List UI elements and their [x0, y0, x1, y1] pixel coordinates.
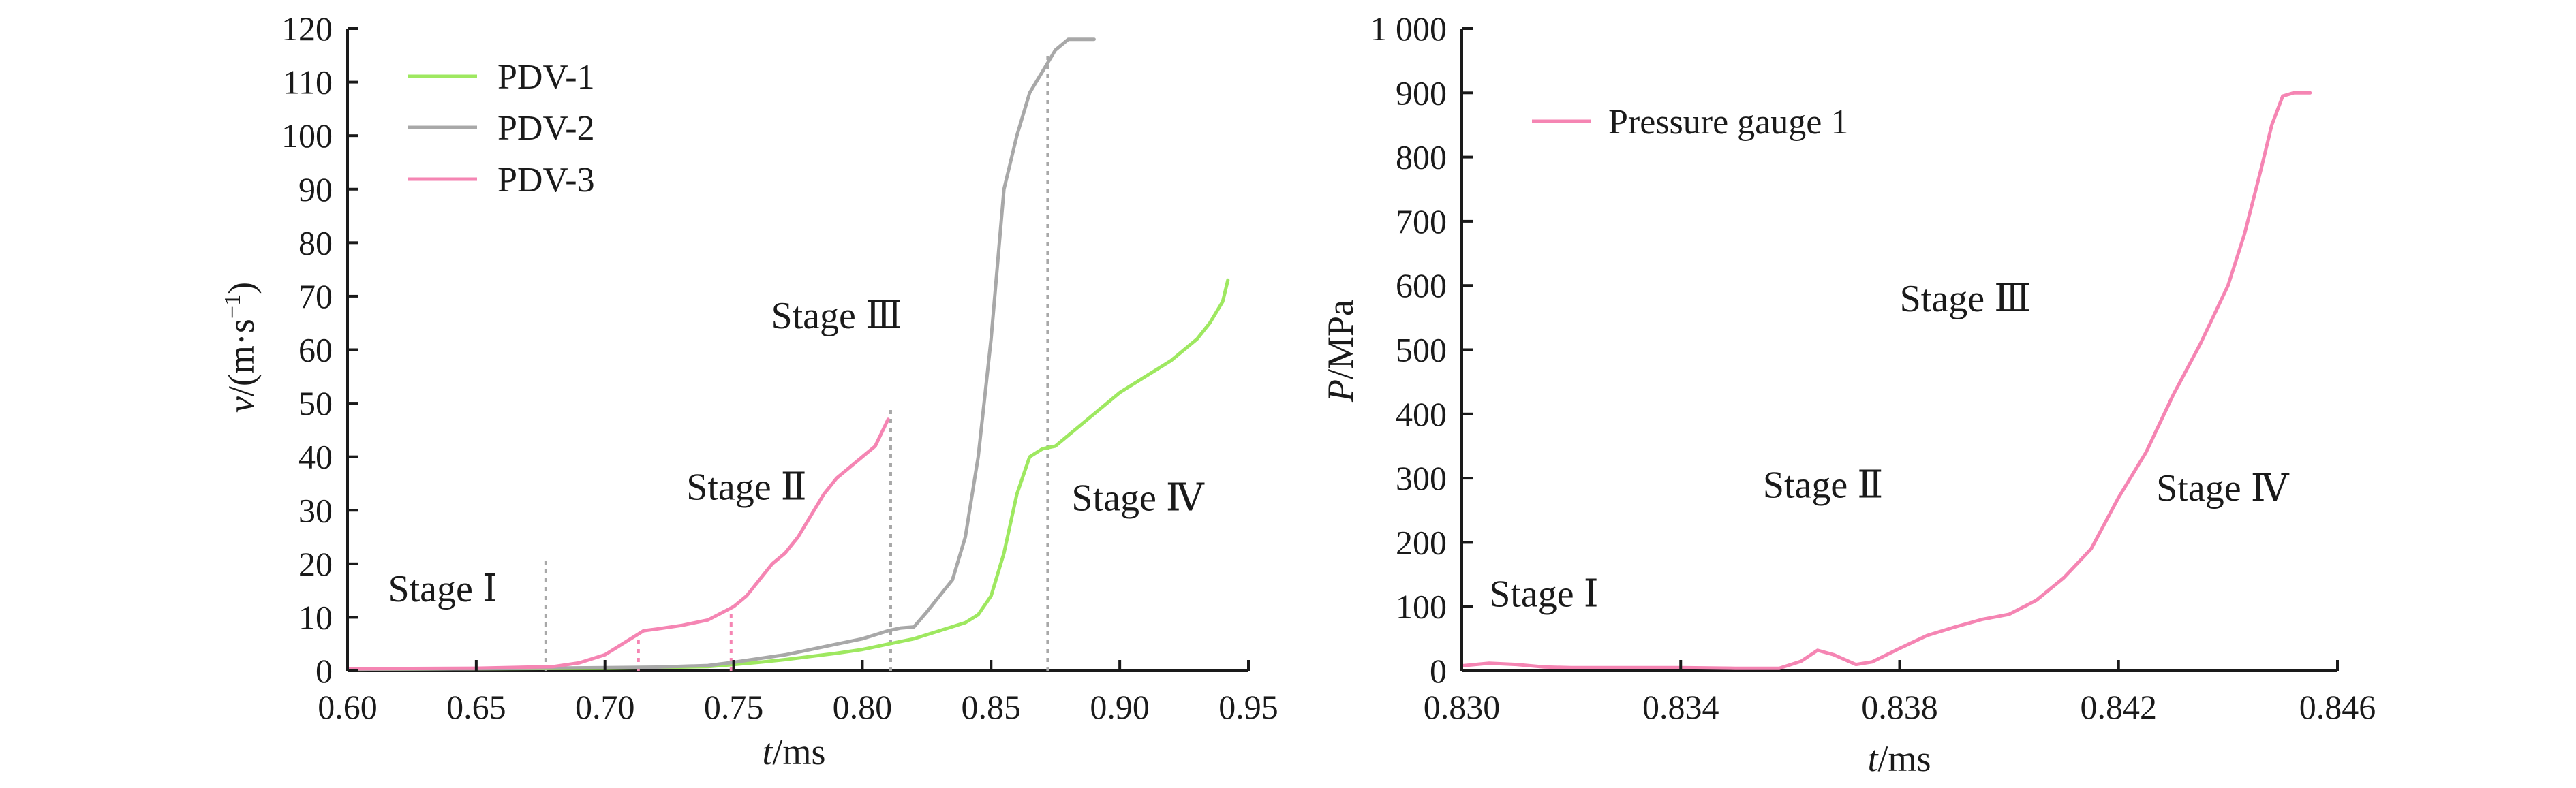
x-ticks: 0.60 0.65 0.70 0.75 0.80 0.85 0.90 0.95 [318, 660, 1278, 726]
legend-label-pdv-1: PDV-1 [497, 58, 595, 97]
y-axis-title: P/MPa [1320, 300, 1361, 403]
x-tick-label: 0.60 [318, 688, 378, 726]
y-ticks: 0 100 200 300 400 500 600 700 800 900 1 000 [1370, 10, 1473, 690]
reference-lines [544, 55, 1049, 671]
y-tick-label: 70 [298, 277, 333, 315]
x-tick-label: 0.838 [1861, 688, 1938, 726]
y-tick-label: 30 [298, 491, 333, 529]
y-tick-label: 100 [1396, 588, 1447, 626]
y-tick-label: 120 [281, 10, 333, 48]
y-tick-label: 50 [298, 384, 333, 422]
y-tick-label: 200 [1396, 523, 1447, 561]
y-tick-label: 20 [298, 545, 333, 583]
stage-label: Stage Ⅳ [1071, 477, 1204, 519]
y-tick-label: 100 [281, 116, 333, 155]
y-tick-label: 10 [298, 598, 333, 636]
legend-label-pdv-2: PDV-2 [497, 109, 595, 148]
stage-labels: Stage Ⅰ Stage Ⅱ Stage Ⅲ Stage Ⅳ [1489, 278, 2289, 616]
y-tick-label: 800 [1396, 138, 1447, 176]
x-tick-label: 0.80 [833, 688, 893, 726]
series-line-pdv-1 [346, 278, 1230, 672]
stage-label: Stage Ⅳ [2156, 467, 2289, 509]
series-lines [1460, 91, 2312, 670]
stage-labels: Stage Ⅰ Stage Ⅱ Stage Ⅲ Stage Ⅳ [388, 295, 1204, 610]
x-tick-label: 0.95 [1218, 688, 1278, 726]
legend: Pressure gauge 1 [1532, 103, 1848, 142]
y-tick-label: 1 000 [1370, 10, 1447, 48]
stage-label: Stage Ⅰ [388, 568, 497, 610]
y-tick-label: 400 [1396, 395, 1447, 433]
stage-label: Stage Ⅱ [1763, 464, 1883, 506]
stage-label: Stage Ⅲ [771, 295, 902, 337]
x-tick-label: 0.846 [2299, 688, 2376, 726]
x-tick-label: 0.65 [446, 688, 506, 726]
stage-label: Stage Ⅲ [1900, 278, 2031, 320]
y-tick-label: 600 [1396, 266, 1447, 304]
series-lines [346, 37, 1230, 672]
x-axis-title: t/ms [762, 731, 825, 772]
x-tick-label: 0.85 [962, 688, 1022, 726]
y-tick-label: 90 [298, 170, 333, 208]
x-ticks: 0.830 0.834 0.838 0.842 0.846 [1424, 660, 2376, 726]
y-tick-label: 80 [298, 223, 333, 262]
series-line-pdv-2 [346, 37, 1096, 672]
series-line-pressure-gauge-1 [1460, 91, 2312, 670]
velocity-chart: 0.60 0.65 0.70 0.75 0.80 0.85 0.90 0.95 0 10 20 30… [220, 10, 1278, 772]
y-tick-label: 0 [1430, 652, 1447, 690]
y-tick-label: 700 [1396, 202, 1447, 240]
x-axis-title: t/ms [1867, 738, 1931, 779]
stage-label: Stage Ⅰ [1489, 573, 1599, 616]
x-tick-label: 0.75 [704, 688, 764, 726]
y-tick-label: 900 [1396, 74, 1447, 112]
x-tick-label: 0.70 [575, 688, 635, 726]
y-ticks: 0 10 20 30 40 50 60 70 80 90 100 110 120 [281, 10, 358, 690]
legend-label-pressure-gauge-1: Pressure gauge 1 [1608, 103, 1848, 142]
y-tick-label: 110 [283, 63, 333, 101]
pressure-chart: 0.830 0.834 0.838 0.842 0.846 0 100 200 300 400 5… [1320, 10, 2376, 779]
x-tick-label: 0.842 [2081, 688, 2158, 726]
legend-label-pdv-3: PDV-3 [497, 161, 595, 200]
y-tick-label: 40 [298, 438, 333, 476]
y-tick-label: 60 [298, 331, 333, 369]
legend: PDV-1 PDV-2 PDV-3 [408, 58, 595, 200]
x-tick-label: 0.90 [1090, 688, 1150, 726]
stage-label: Stage Ⅱ [686, 467, 806, 509]
series-line-pdv-3 [346, 417, 890, 671]
x-tick-label: 0.834 [1642, 688, 1719, 726]
x-tick-label: 0.830 [1424, 688, 1501, 726]
y-tick-label: 0 [316, 652, 333, 690]
y-tick-label: 300 [1396, 459, 1447, 497]
y-axis-title: v/(m·s−1) [220, 282, 262, 413]
y-tick-label: 500 [1396, 331, 1447, 369]
